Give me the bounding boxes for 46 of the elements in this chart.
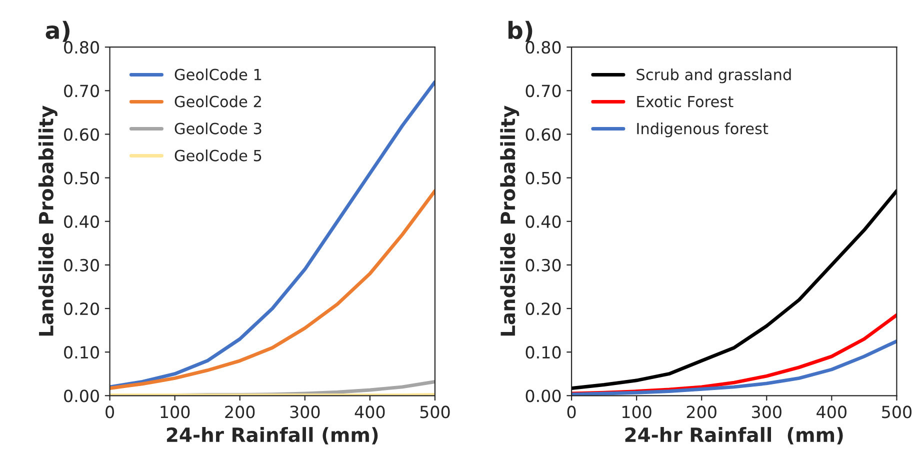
y-tick-label: 0.60 [526, 128, 561, 141]
x-tick-label: 400 [354, 406, 385, 418]
legend-label: GeolCode 3 [174, 122, 262, 134]
x-tick-label: 500 [882, 406, 912, 418]
y-tick-label: 0.60 [64, 128, 99, 141]
line-series [110, 189, 435, 390]
legend-label: Scrub and grassland [636, 68, 791, 84]
legend-label: Exotic Forest [637, 95, 734, 108]
legend-label: Indigenous forest [637, 122, 768, 138]
legend-label: GeolCode 5 [174, 150, 262, 162]
x-tick-label: 0 [567, 406, 576, 418]
chart-title: b) [508, 20, 532, 42]
y-tick-label: 0.30 [64, 258, 99, 272]
y-tick-label: 0.40 [526, 215, 561, 228]
y-tick-label: 0.10 [526, 346, 561, 359]
y-tick-label: 0.10 [64, 346, 99, 359]
y-tick-label: 0.20 [64, 302, 99, 316]
y-tick-label: 0.80 [526, 41, 561, 54]
x-tick-label: 200 [225, 406, 255, 418]
x-axis-title: 24-hr Rainfall (mm) [166, 427, 378, 444]
y-axis-title: Landslide Probability [500, 106, 520, 336]
y-tick-label: 0.00 [526, 390, 561, 402]
y-tick-label: 0.70 [64, 84, 99, 98]
y-tick-label: 0.00 [64, 390, 99, 402]
y-tick-label: 0.70 [526, 84, 561, 98]
y-tick-label: 0.20 [526, 302, 561, 316]
x-tick-label: 100 [160, 406, 190, 418]
y-tick-label: 0.30 [526, 258, 561, 272]
line-series [110, 80, 435, 389]
y-tick-label: 0.50 [64, 172, 99, 184]
line-series [572, 189, 897, 390]
x-tick-label: 500 [420, 406, 450, 418]
x-tick-label: 200 [686, 406, 716, 418]
legend-label: GeolCode 2 [174, 95, 261, 108]
x-tick-label: 400 [816, 406, 846, 418]
x-tick-label: 100 [622, 406, 652, 418]
y-tick-label: 0.40 [64, 215, 99, 228]
legend-label: GeolCode 1 [174, 68, 262, 80]
x-tick-label: 300 [752, 406, 782, 418]
x-axis-title: 24-hr Rainfall (mm) [625, 427, 843, 444]
chart-title: a) [46, 20, 70, 42]
y-axis-title: Landslide Probability [38, 106, 58, 336]
y-tick-label: 0.50 [526, 172, 561, 184]
x-tick-label: 300 [290, 406, 320, 418]
x-tick-label: 0 [106, 406, 114, 418]
y-tick-label: 0.80 [64, 41, 99, 54]
